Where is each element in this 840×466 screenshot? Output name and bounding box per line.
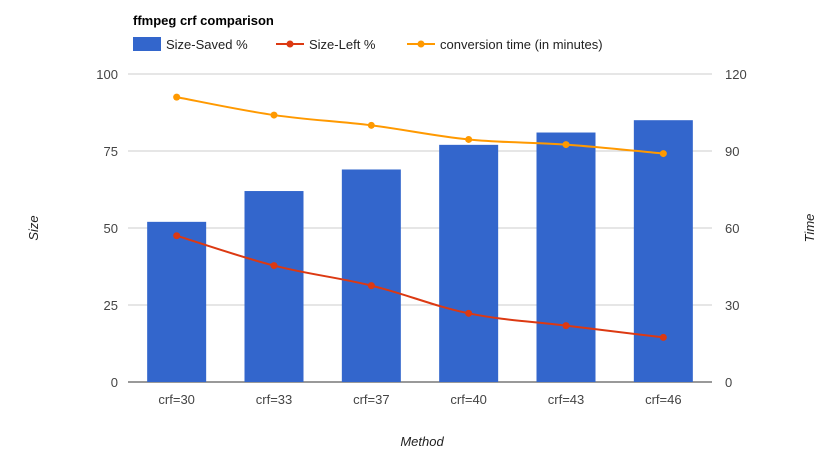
data-point: [562, 322, 570, 330]
data-point: [367, 121, 375, 129]
x-tick-label: crf=46: [645, 392, 682, 407]
data-point: [173, 232, 181, 240]
bar: [147, 221, 207, 382]
legend-label: Size-Left %: [309, 37, 376, 52]
x-tick-label: crf=37: [353, 392, 390, 407]
x-tick-label: crf=33: [256, 392, 293, 407]
data-point: [270, 111, 278, 119]
y-tick-label: 100: [96, 67, 118, 82]
x-tick-label: crf=40: [450, 392, 487, 407]
legend-label: conversion time (in minutes): [440, 37, 603, 52]
y-tick-label: 25: [104, 298, 118, 313]
data-point: [659, 150, 667, 158]
legend-swatch: [133, 37, 161, 51]
y-axis-ticks: 0 25 50 75 100: [96, 67, 118, 390]
y2-axis-title: Time: [802, 214, 817, 243]
data-point: [173, 93, 181, 101]
y-tick-label: 50: [104, 221, 118, 236]
y-axis-title: Size: [26, 215, 41, 240]
bar-series: [147, 120, 693, 382]
data-point: [659, 333, 667, 341]
series-line: [176, 96, 664, 155]
data-point: [465, 309, 473, 317]
bar: [341, 169, 401, 382]
bar: [439, 144, 499, 382]
legend: Size-Saved % Size-Left % conversion time (…: [133, 37, 603, 52]
x-axis-title: Method: [400, 434, 444, 449]
y2-tick-label: 30: [725, 298, 739, 313]
chart-title: ffmpeg crf comparison: [133, 13, 274, 28]
y2-tick-label: 60: [725, 221, 739, 236]
y2-tick-label: 120: [725, 67, 747, 82]
data-point: [270, 262, 278, 270]
legend-marker: [417, 40, 425, 48]
y2-tick-label: 90: [725, 144, 739, 159]
legend-marker: [286, 40, 294, 48]
data-point: [465, 135, 473, 143]
x-axis-ticks: crf=30 crf=33 crf=37 crf=40 crf=43 crf=46: [158, 392, 681, 407]
y-tick-label: 75: [104, 144, 118, 159]
bar: [536, 132, 596, 382]
data-point: [562, 141, 570, 149]
data-point: [367, 282, 375, 290]
legend-label: Size-Saved %: [166, 37, 248, 52]
bar: [244, 191, 304, 382]
y-tick-label: 0: [111, 375, 118, 390]
gridlines: [128, 73, 712, 383]
y2-tick-label: 0: [725, 375, 732, 390]
series-line: [176, 234, 664, 339]
y2-axis-ticks: 0 30 60 90 120: [725, 67, 747, 390]
line-series: [173, 93, 667, 341]
x-tick-label: crf=43: [548, 392, 585, 407]
bar: [633, 120, 693, 382]
x-tick-label: crf=30: [158, 392, 195, 407]
